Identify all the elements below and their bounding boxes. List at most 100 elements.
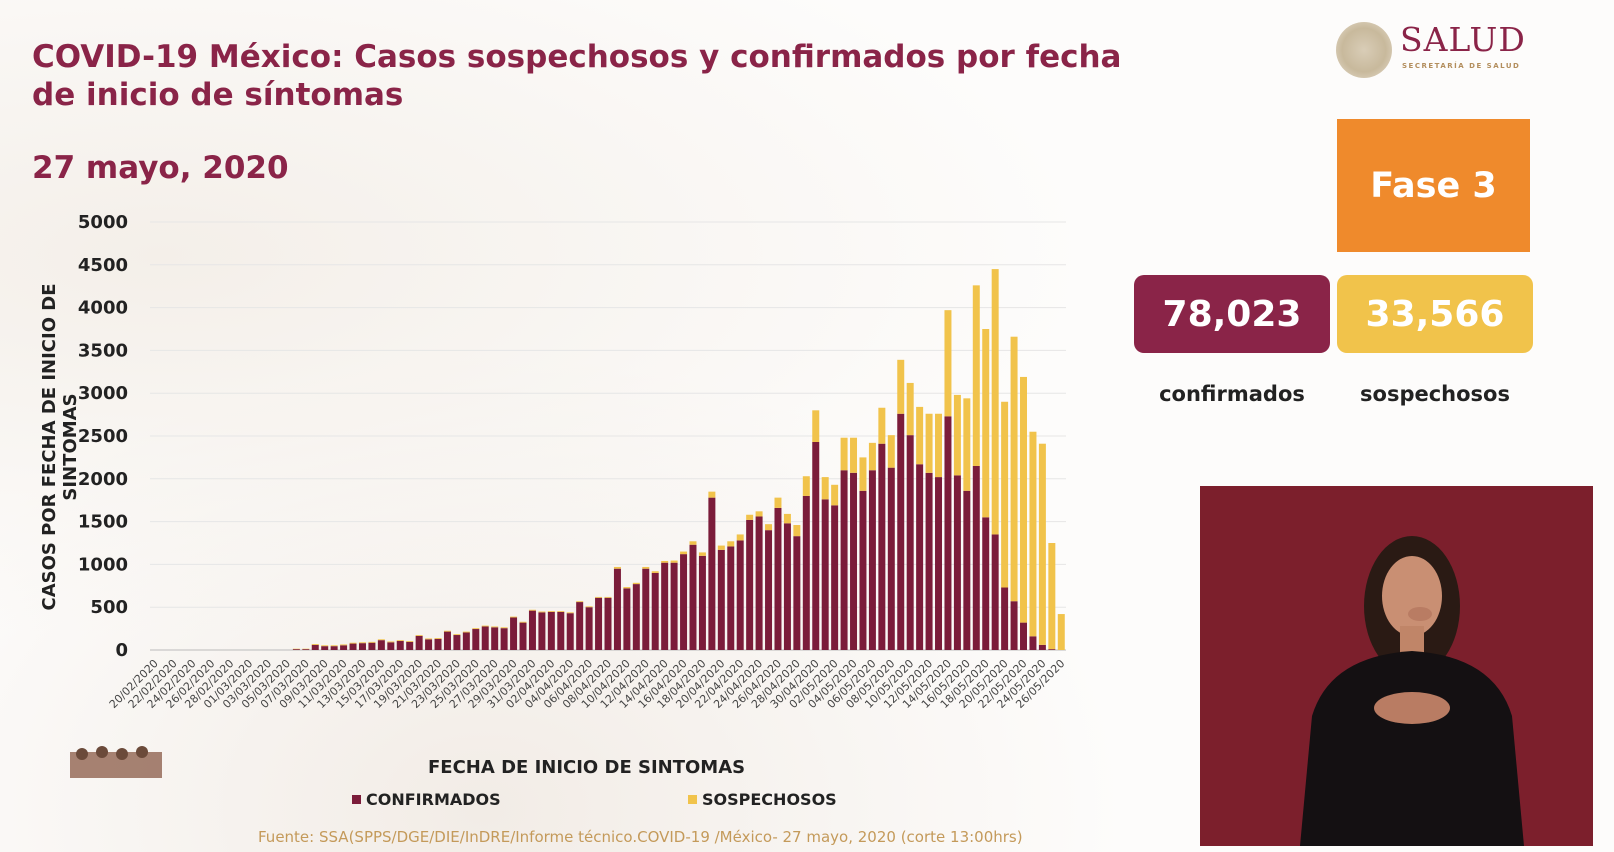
bar-sospechosos (557, 611, 565, 612)
bar-confirmados (717, 549, 725, 650)
bar-sospechosos (462, 631, 470, 633)
bar-sospechosos (1001, 401, 1009, 588)
page-title: COVID-19 México: Casos sospechosos y con… (32, 39, 1122, 113)
bar-confirmados (1038, 644, 1046, 650)
bar-sospechosos (538, 611, 546, 613)
bar-confirmados (613, 568, 621, 650)
bar-confirmados (793, 536, 801, 650)
bar-confirmados (510, 617, 518, 650)
bar-confirmados (443, 631, 451, 650)
bar-sospechosos (868, 442, 876, 471)
bar-sospechosos (585, 606, 593, 608)
bar-confirmados (727, 546, 735, 650)
y-tick-label: 3000 (78, 383, 128, 404)
bar-sospechosos (793, 525, 801, 537)
bar-confirmados (557, 611, 565, 650)
bar-sospechosos (566, 612, 574, 614)
bar-sospechosos (1029, 431, 1037, 637)
bar-confirmados (906, 435, 914, 650)
national-seal-icon (1336, 22, 1392, 78)
bar-confirmados (311, 644, 319, 650)
bar-sospechosos (821, 477, 829, 500)
bar-sospechosos (481, 625, 489, 627)
y-tick-label: 2000 (78, 469, 128, 490)
bar-confirmados (358, 643, 366, 650)
bar-sospechosos (831, 484, 839, 506)
bar-confirmados (840, 470, 848, 650)
bar-confirmados (812, 441, 820, 650)
salud-logo: SALUD SECRETARÍA DE SALUD (1336, 20, 1526, 82)
bar-confirmados (434, 638, 442, 650)
bar-confirmados (453, 635, 461, 650)
bar-confirmados (566, 613, 574, 650)
bar-confirmados (897, 413, 905, 650)
historical-figures-logo (70, 746, 162, 778)
y-tick-label: 5000 (78, 212, 128, 233)
bar-sospechosos (340, 644, 348, 646)
bar-sospechosos (453, 634, 461, 636)
bar-sospechosos (689, 541, 697, 545)
logo-text: SALUD (1400, 20, 1526, 59)
bar-confirmados (821, 499, 829, 650)
y-tick-label: 2500 (78, 426, 128, 447)
bar-sospechosos (368, 641, 376, 643)
bar-confirmados (736, 540, 744, 650)
bar-confirmados (1001, 587, 1009, 650)
bar-confirmados (481, 626, 489, 650)
bar-confirmados (651, 572, 659, 650)
bar-confirmados (963, 490, 971, 650)
bar-sospechosos (396, 640, 404, 642)
bar-sospechosos (878, 407, 886, 444)
bar-confirmados (604, 597, 612, 650)
bar-confirmados (396, 641, 404, 650)
bar-confirmados (670, 562, 678, 650)
bar-confirmados (765, 530, 773, 650)
y-tick-label: 500 (90, 597, 128, 618)
bar-confirmados (868, 470, 876, 650)
bar-confirmados (302, 649, 310, 650)
bar-confirmados (377, 640, 385, 650)
bar-confirmados (462, 632, 470, 650)
bar-sospechosos (887, 435, 895, 468)
bar-confirmados (340, 645, 348, 650)
bar-sospechosos (472, 628, 480, 630)
bar-sospechosos (935, 413, 943, 478)
bar-confirmados (491, 627, 499, 650)
bar-confirmados (802, 495, 810, 650)
bar-sospechosos (415, 635, 423, 636)
bar-confirmados (1020, 622, 1027, 650)
bar-sospechosos (358, 642, 366, 644)
bar-sospechosos (377, 639, 385, 641)
bar-confirmados (368, 642, 376, 650)
bar-confirmados (547, 611, 555, 650)
bar-confirmados (642, 568, 650, 650)
bar-sospechosos (812, 410, 820, 442)
bar-confirmados (916, 464, 924, 650)
bar-confirmados (746, 519, 754, 650)
bar-sospechosos (613, 566, 621, 569)
bar-sospechosos (651, 571, 659, 573)
bar-confirmados (878, 443, 886, 650)
y-tick-label: 3500 (78, 340, 128, 361)
bar-sospechosos (736, 534, 744, 541)
bar-sospechosos (595, 596, 603, 598)
y-tick-label: 1500 (78, 512, 128, 533)
bar-confirmados (991, 534, 999, 650)
bar-sospechosos (840, 437, 848, 471)
bar-sospechosos (510, 616, 518, 618)
suspected-total: 33,566 (1337, 275, 1533, 353)
bar-confirmados (689, 544, 697, 650)
bar-confirmados (321, 646, 329, 650)
bar-confirmados (519, 622, 527, 650)
bar-sospechosos (774, 497, 782, 508)
bar-sospechosos (802, 476, 810, 496)
phase-badge: Fase 3 (1337, 119, 1530, 252)
bar-confirmados (1010, 601, 1018, 650)
bar-sospechosos (623, 587, 631, 589)
bar-sospechosos (859, 457, 867, 491)
bar-confirmados (1029, 636, 1037, 650)
legend-swatch (688, 795, 697, 804)
bar-sospechosos (670, 560, 678, 563)
confirmed-total: 78,023 (1134, 275, 1330, 353)
bar-sospechosos (765, 524, 773, 531)
